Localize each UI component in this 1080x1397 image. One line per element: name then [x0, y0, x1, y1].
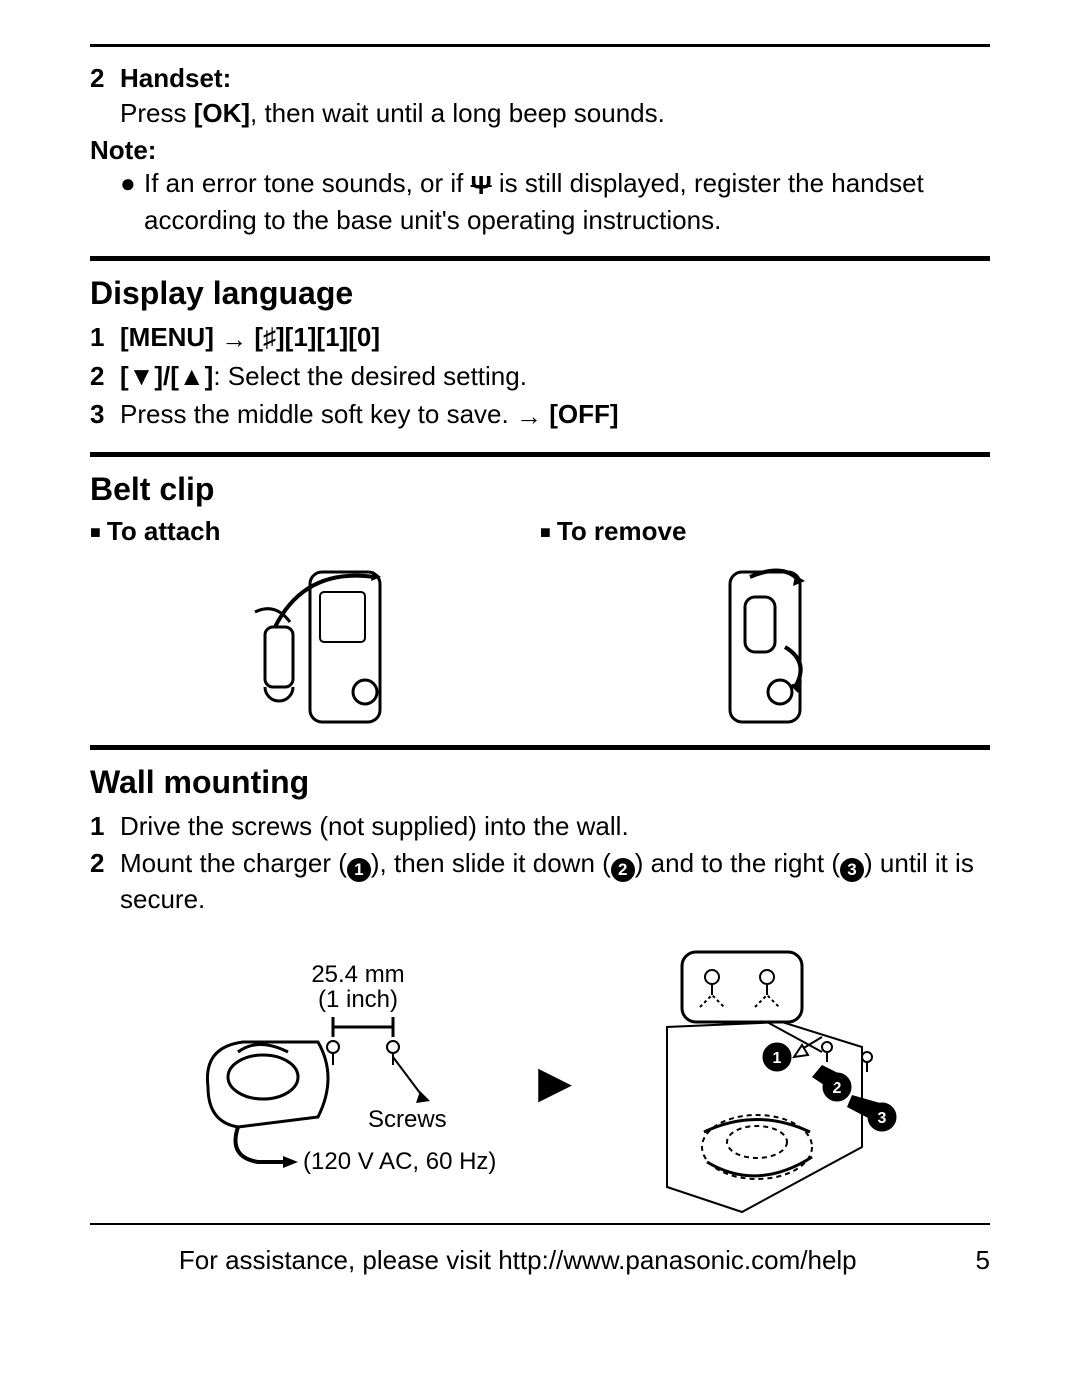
step-number: 2 [90, 61, 120, 96]
charger-screws-diagram: 25.4 mm (1 inch) [168, 957, 498, 1207]
rule-1 [90, 256, 990, 261]
handset-attach-icon [215, 557, 415, 727]
step-number: 2 [90, 846, 120, 881]
belt-clip-heading: Belt clip [90, 471, 990, 508]
manual-page: 2 Handset: Press [OK], then wait until a… [0, 0, 1080, 1306]
step-body: Drive the screws (not supplied) into the… [120, 809, 990, 844]
note-label: Note: [90, 135, 990, 166]
circled-3-icon: 3 [840, 858, 864, 882]
ok-key: [OK] [194, 98, 250, 128]
dim-in-label: (1 inch) [318, 986, 398, 1013]
wm-step-1: 1 Drive the screws (not supplied) into t… [90, 809, 990, 844]
step-number: 1 [90, 320, 120, 355]
attach-illustration [90, 557, 540, 727]
charger-mount-icon: 1 2 3 [612, 947, 912, 1217]
step-body: Press the middle soft key to save. → [OF… [120, 397, 990, 434]
top-rule [90, 44, 990, 47]
note-body: If an error tone sounds, or if Ψ is stil… [144, 166, 990, 238]
svg-text:1: 1 [772, 1050, 781, 1067]
step-number: 3 [90, 397, 120, 432]
dl-step-3: 3 Press the middle soft key to save. → [… [90, 397, 990, 434]
step-body: [MENU] → [♯][1][1][0] [120, 320, 990, 357]
note-pre: If an error tone sounds, or if [144, 168, 471, 198]
rule-2 [90, 452, 990, 457]
dl-step-2: 2 [▼]/[▲]: Select the desired setting. [90, 359, 990, 394]
step-number: 1 [90, 809, 120, 844]
dl-step3-text: Press the middle soft key to save. [120, 399, 516, 429]
page-number: 5 [976, 1245, 990, 1276]
handset-text-post: , then wait until a long beep sounds. [250, 98, 665, 128]
off-key: [OFF] [549, 399, 618, 429]
footer-assist-text: For assistance, please visit http://www.… [90, 1245, 946, 1276]
wm2-mid1: ), then slide it down ( [371, 848, 611, 878]
note-block: Note: ● If an error tone sounds, or if Ψ… [90, 135, 990, 238]
belt-clip-remove-col: To remove [540, 516, 990, 727]
circled-1-icon: 1 [347, 858, 371, 882]
arrow-right-icon: → [221, 322, 247, 357]
footer-rule [90, 1223, 990, 1225]
step-number: 2 [90, 359, 120, 394]
handset-text-pre: Press [120, 98, 194, 128]
rule-3 [90, 745, 990, 750]
belt-clip-attach-col: To attach [90, 516, 540, 727]
circled-2-icon: 2 [611, 858, 635, 882]
wm2-pre: Mount the charger ( [120, 848, 347, 878]
step-body: [▼]/[▲]: Select the desired setting. [120, 359, 990, 394]
handset-remove-icon [690, 557, 840, 727]
menu-key: [MENU] [120, 322, 214, 352]
to-attach-label: To attach [90, 516, 540, 547]
wm-step-2: 2 Mount the charger (1), then slide it d… [90, 846, 990, 918]
svg-text:3: 3 [877, 1110, 886, 1127]
display-language-heading: Display language [90, 275, 990, 312]
to-remove-label: To remove [540, 516, 990, 547]
power-label: (120 V AC, 60 Hz) [303, 1148, 496, 1175]
wall-mounting-heading: Wall mounting [90, 764, 990, 801]
dim-mm-label: 25.4 mm [311, 961, 404, 988]
page-footer: For assistance, please visit http://www.… [90, 1245, 990, 1276]
handset-label: Handset: [120, 63, 231, 93]
dl-step-1: 1 [MENU] → [♯][1][1][0] [90, 320, 990, 357]
bullet-icon: ● [120, 166, 144, 201]
hash-keys: [♯][1][1][0] [254, 322, 380, 352]
remove-illustration [540, 557, 990, 727]
arrow-keys: [▼]/[▲] [120, 361, 213, 391]
charger-side-icon: 25.4 mm (1 inch) [168, 957, 498, 1207]
arrow-right-icon: → [516, 399, 542, 434]
arrow-right-large-icon: ▶ [538, 1057, 572, 1108]
handset-step: 2 Handset: Press [OK], then wait until a… [90, 61, 990, 131]
belt-clip-row: To attach To remove [90, 516, 990, 727]
step-body: Handset: Press [OK], then wait until a l… [120, 61, 990, 131]
wm2-mid2: ) and to the right ( [635, 848, 840, 878]
note-bullet: ● If an error tone sounds, or if Ψ is st… [120, 166, 990, 238]
wall-mount-diagram-row: 25.4 mm (1 inch) [90, 947, 990, 1217]
screws-label: Screws [368, 1106, 447, 1133]
antenna-icon: Ψ [471, 168, 492, 203]
step-body: Mount the charger (1), then slide it dow… [120, 846, 990, 918]
dl-step2-text: : Select the desired setting. [213, 361, 527, 391]
charger-mount-diagram: 1 2 3 [612, 947, 912, 1217]
